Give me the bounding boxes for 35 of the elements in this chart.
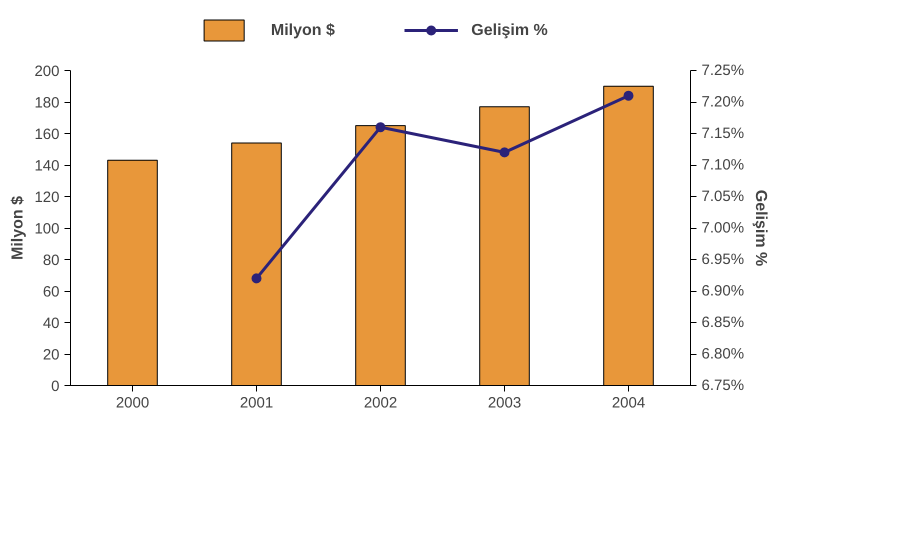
y2-tick-label: 6.75% [702,377,744,394]
y-tick-label: 140 [34,158,60,174]
y-tick-label: 160 [34,126,60,143]
y2-tick-label: 6.85% [702,314,744,331]
y2-tick-label: 7.25% [702,62,744,79]
y-axis-title: Milyon $ [9,196,26,260]
y2-tick-label: 6.95% [702,251,744,268]
y-tick-label: 20 [42,346,60,364]
legend-label: Milyon $ [270,22,336,39]
point [624,90,634,101]
legend-label: Gelişim % [471,22,548,39]
x-tick-label: 2003 [488,394,522,412]
y2-tick-label: 7.00% [702,220,744,236]
y-tick-label: 100 [34,220,60,238]
point [376,122,386,132]
point [500,147,510,158]
y-tick-label: 60 [42,284,60,300]
y-tick-label: 200 [34,63,60,80]
y-tick-label: 0 [51,378,60,395]
y-tick-label: 120 [34,189,60,206]
y2-tick-label: 7.15% [702,125,744,142]
x-tick-label: 2002 [364,394,398,412]
y-tick-label: 40 [42,315,60,332]
x-tick-label: 2000 [116,394,150,412]
y2-tick-label: 6.90% [702,282,744,300]
y2-tick-label: 7.05% [702,188,744,205]
y2-tick-label: 6.80% [702,346,744,362]
y2-tick-label: 7.10% [702,156,744,174]
y2-axis-title: Gelişim % [752,190,770,266]
y2-tick-label: 7.20% [702,94,744,110]
x-tick-label: 2001 [240,394,274,412]
y-tick-label: 80 [42,252,60,269]
x-tick-label: 2004 [612,394,646,412]
y-tick-label: 180 [34,94,60,112]
point [252,273,262,284]
